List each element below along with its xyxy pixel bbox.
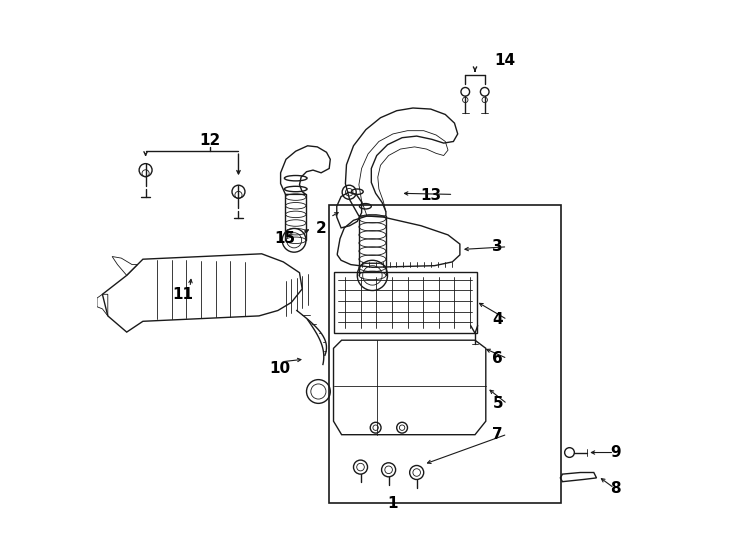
Text: 3: 3	[493, 239, 503, 254]
Text: 6: 6	[493, 351, 503, 366]
Text: 9: 9	[610, 445, 621, 460]
Text: 14: 14	[495, 53, 516, 68]
Text: 12: 12	[200, 133, 221, 148]
Text: 8: 8	[610, 481, 621, 496]
Text: 11: 11	[172, 287, 193, 302]
Text: 2: 2	[316, 221, 327, 237]
Text: 10: 10	[269, 361, 290, 376]
Text: 15: 15	[275, 231, 296, 246]
Text: 7: 7	[493, 427, 503, 442]
Text: 13: 13	[420, 188, 441, 203]
Text: 4: 4	[493, 312, 503, 327]
Text: 5: 5	[493, 396, 503, 411]
Text: 1: 1	[388, 496, 398, 511]
